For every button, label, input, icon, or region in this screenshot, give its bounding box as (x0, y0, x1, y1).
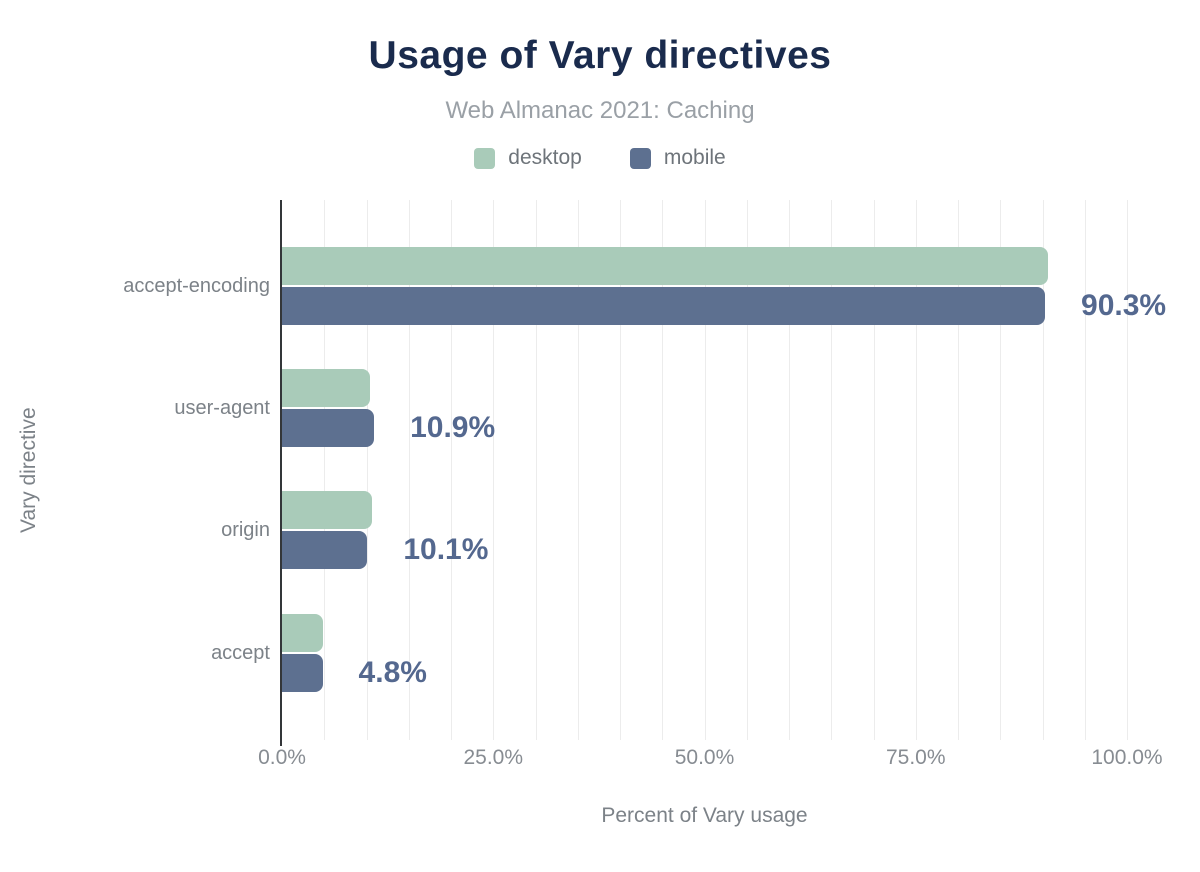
bar-desktop-origin[interactable] (282, 491, 373, 529)
gridline-25 (493, 200, 495, 740)
bar-desktop-accept[interactable] (282, 614, 324, 652)
gridline-70 (873, 200, 875, 740)
plot-area: 90.3% 10.9% 10.1% 4.8% (282, 200, 1166, 740)
legend-item-desktop[interactable]: desktop (474, 146, 582, 170)
bar-desktop-user-agent[interactable] (282, 369, 370, 407)
gridline-50 (704, 200, 706, 740)
y-axis-line (280, 200, 282, 746)
gridline-30 (535, 200, 537, 740)
legend-label-desktop: desktop (508, 146, 582, 169)
desktop-swatch-icon (474, 147, 496, 169)
value-label-origin: 10.1% (403, 533, 489, 566)
bar-mobile-user-agent[interactable] (282, 409, 375, 447)
category-label-accept-encoding: accept-encoding (123, 275, 270, 297)
value-label-user-agent: 10.9% (410, 411, 496, 444)
bar-mobile-origin[interactable] (282, 531, 368, 569)
legend: desktop mobile (0, 146, 1200, 170)
x-tick-25: 25.0% (463, 746, 524, 769)
x-axis-title: Percent of Vary usage (601, 804, 808, 827)
category-label-user-agent: user-agent (174, 397, 270, 419)
x-axis-ticks: 0.0% 25.0% 50.0% 75.0% 100.0% (258, 746, 1163, 772)
chart-subtitle: Web Almanac 2021: Caching (445, 97, 755, 124)
gridline-5 (324, 200, 326, 740)
category-label-origin: origin (221, 519, 270, 541)
x-tick-50: 50.0% (674, 746, 735, 769)
category-label-accept: accept (211, 642, 270, 664)
chart-title: Usage of Vary directives (368, 34, 832, 77)
category-labels: accept-encoding user-agent origin accept (0, 200, 270, 740)
x-tick-0: 0.0% (258, 746, 306, 769)
gridline-40 (620, 200, 621, 740)
gridline-65 (831, 200, 833, 740)
gridline-85 (1000, 200, 1002, 740)
gridline-10 (366, 200, 368, 740)
legend-label-mobile: mobile (663, 146, 726, 169)
gridline-15 (408, 200, 410, 740)
gridline-95 (1084, 200, 1086, 740)
gridline-80 (958, 200, 959, 740)
gridline-90 (1042, 200, 1044, 740)
bar-mobile-accept[interactable] (282, 654, 323, 692)
mobile-swatch-icon (629, 147, 651, 169)
bar-desktop-accept-encoding[interactable] (282, 247, 1048, 285)
gridline-35 (577, 200, 579, 740)
bar-mobile-accept-encoding[interactable] (282, 287, 1046, 325)
x-tick-75: 75.0% (885, 746, 946, 769)
gridline-20 (451, 200, 452, 740)
legend-item-mobile[interactable]: mobile (629, 146, 726, 170)
gridline-45 (662, 200, 664, 740)
value-label-accept: 4.8% (358, 656, 427, 689)
x-tick-100: 100.0% (1091, 746, 1163, 769)
gridline-60 (789, 200, 790, 740)
gridline-75 (915, 200, 917, 740)
value-label-accept-encoding: 90.3% (1081, 289, 1167, 322)
gridline-100 (1127, 200, 1128, 740)
gridline-55 (746, 200, 748, 740)
